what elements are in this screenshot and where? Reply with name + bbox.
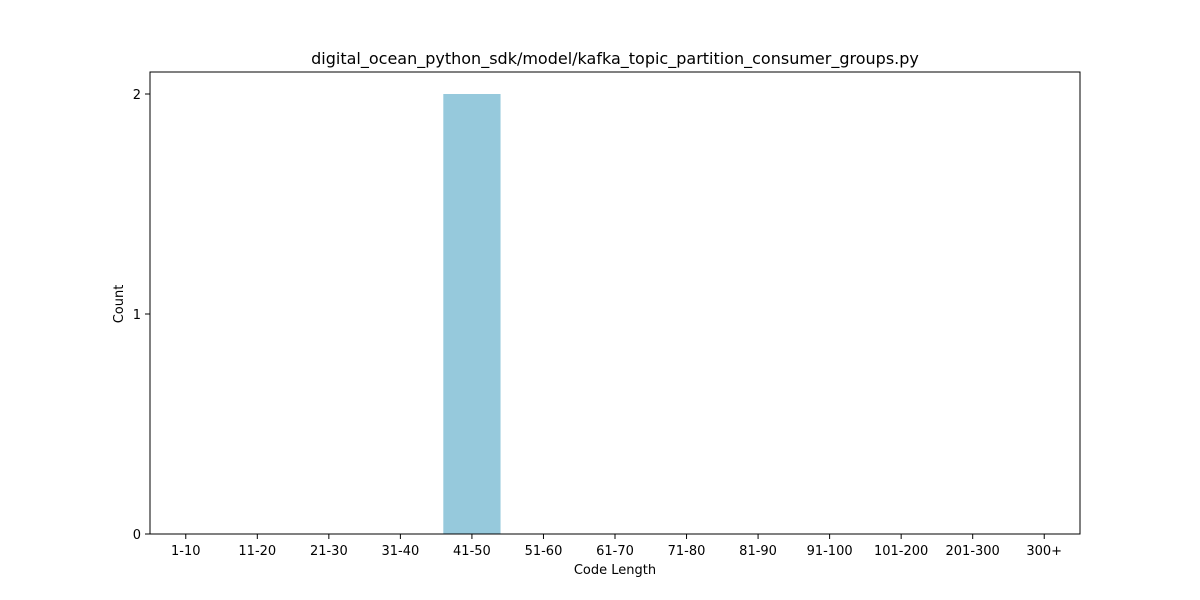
x-tick-label: 61-70 [596, 544, 634, 559]
plot-area-frame [149, 71, 1081, 535]
x-tick-label: 1-10 [171, 544, 201, 559]
x-tick-label: 51-60 [525, 544, 563, 559]
chart-title: digital_ocean_python_sdk/model/kafka_top… [311, 49, 919, 69]
bar-41-50 [443, 94, 501, 534]
x-tick-label: 101-200 [874, 544, 928, 559]
x-tick-label: 91-100 [807, 544, 853, 559]
bars-layer [443, 94, 501, 534]
x-tick-label: 201-300 [946, 544, 1000, 559]
x-tick-label: 11-20 [238, 544, 276, 559]
x-tick-label: 300+ [1026, 544, 1062, 559]
y-tick-label: 1 [133, 308, 141, 323]
x-tick-label: 31-40 [381, 544, 419, 559]
x-axis-ticks: 1-10 11-20 21-30 31-40 41-50 51-60 61-70 71-80 8… [171, 534, 1062, 559]
x-tick-label: 21-30 [310, 544, 348, 559]
x-tick-label: 41-50 [453, 544, 491, 559]
y-axis-label: Count [112, 285, 127, 324]
x-axis-label: Code Length [574, 563, 656, 578]
y-tick-label: 2 [133, 88, 141, 103]
x-tick-label: 81-90 [739, 544, 777, 559]
y-axis-ticks: 0 1 2 [133, 88, 150, 543]
x-tick-label: 71-80 [668, 544, 706, 559]
y-tick-label: 0 [133, 528, 141, 543]
